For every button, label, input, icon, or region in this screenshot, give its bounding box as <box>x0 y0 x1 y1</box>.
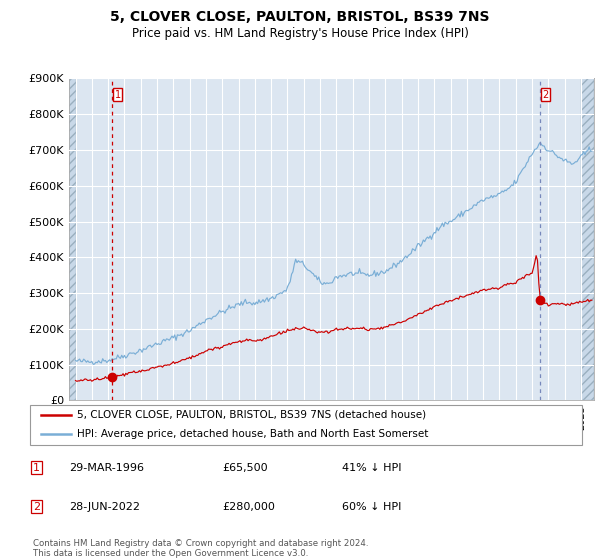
Text: 2: 2 <box>542 90 549 100</box>
Text: 41% ↓ HPI: 41% ↓ HPI <box>342 463 401 473</box>
Text: 1: 1 <box>115 90 121 100</box>
Text: £280,000: £280,000 <box>222 502 275 512</box>
Bar <box>69 78 76 400</box>
FancyBboxPatch shape <box>30 405 582 445</box>
Text: 1: 1 <box>33 463 40 473</box>
Text: 29-MAR-1996: 29-MAR-1996 <box>69 463 144 473</box>
Text: 5, CLOVER CLOSE, PAULTON, BRISTOL, BS39 7NS (detached house): 5, CLOVER CLOSE, PAULTON, BRISTOL, BS39 … <box>77 410 426 420</box>
Text: £65,500: £65,500 <box>222 463 268 473</box>
Text: 5, CLOVER CLOSE, PAULTON, BRISTOL, BS39 7NS: 5, CLOVER CLOSE, PAULTON, BRISTOL, BS39 … <box>110 10 490 24</box>
Text: Price paid vs. HM Land Registry's House Price Index (HPI): Price paid vs. HM Land Registry's House … <box>131 27 469 40</box>
Text: Contains HM Land Registry data © Crown copyright and database right 2024.
This d: Contains HM Land Registry data © Crown c… <box>33 539 368 558</box>
Text: 60% ↓ HPI: 60% ↓ HPI <box>342 502 401 512</box>
Bar <box>581 78 594 400</box>
Text: 28-JUN-2022: 28-JUN-2022 <box>69 502 140 512</box>
Text: 2: 2 <box>33 502 40 512</box>
Text: HPI: Average price, detached house, Bath and North East Somerset: HPI: Average price, detached house, Bath… <box>77 429 428 439</box>
